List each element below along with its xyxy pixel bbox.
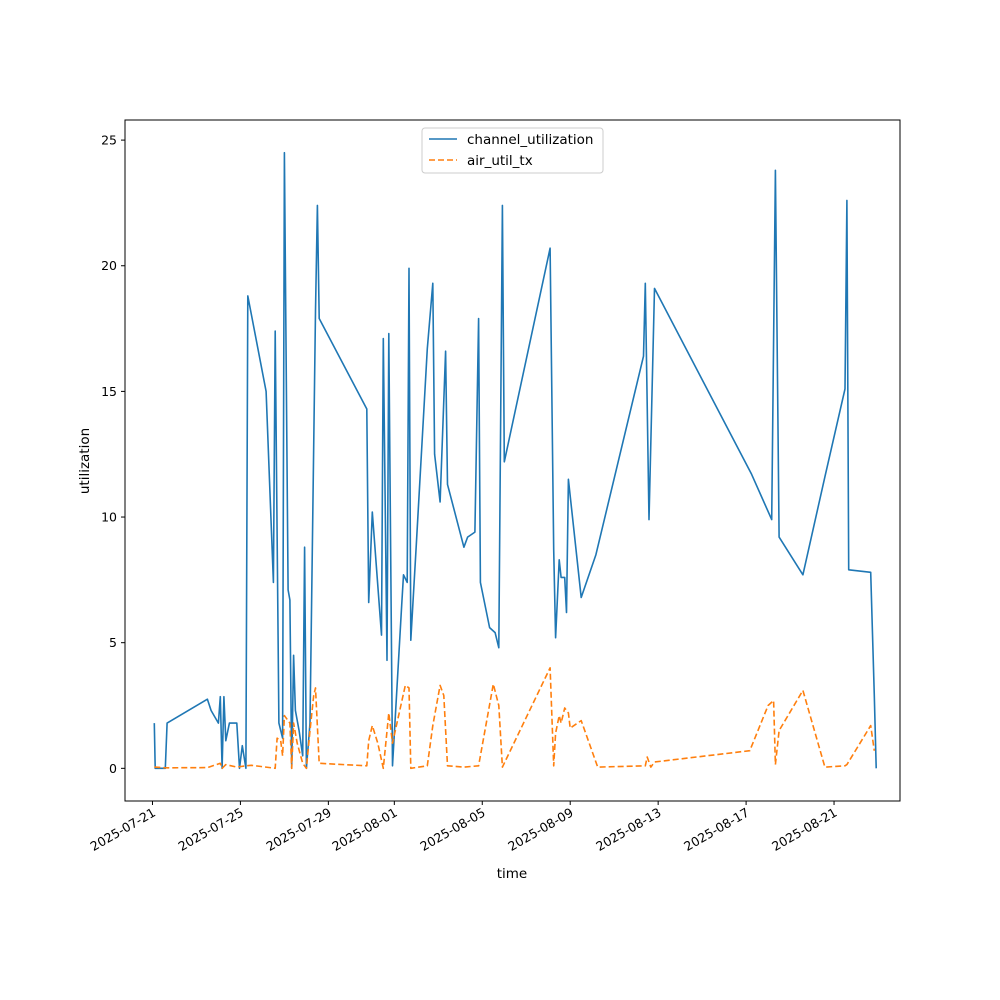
y-tick-label: 10 <box>101 510 117 525</box>
plot-frame <box>124 119 901 802</box>
legend-box <box>421 127 604 174</box>
y-axis-label: utilization <box>77 428 93 494</box>
y-tick-label: 5 <box>109 635 117 650</box>
y-tick-label: 25 <box>101 133 117 148</box>
y-tick-label: 0 <box>109 761 117 776</box>
legend-label-air-util-tx: air_util_tx <box>467 153 533 169</box>
y-axis: 0 5 10 15 20 25 <box>101 133 125 776</box>
y-tick-label: 15 <box>101 384 117 399</box>
y-tick-label: 20 <box>101 258 117 273</box>
legend-label-channel-utilization: channel_utilization <box>467 132 594 148</box>
legend: channel_utilization air_util_tx <box>421 127 604 174</box>
x-axis-label: time <box>497 866 528 882</box>
series-line-air-util-tx <box>154 666 876 770</box>
series-line-channel-utilization <box>153 151 877 770</box>
series-layer <box>153 151 877 770</box>
